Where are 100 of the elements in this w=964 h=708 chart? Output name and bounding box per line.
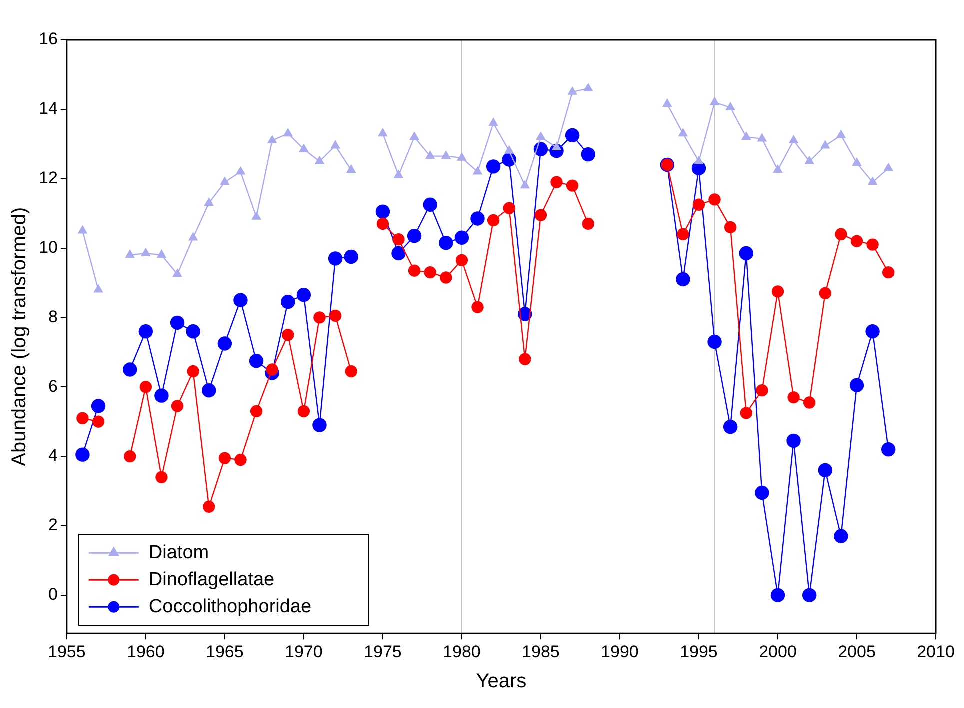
x-tick-label: 1960 bbox=[127, 642, 165, 662]
point bbox=[457, 152, 466, 161]
point bbox=[266, 364, 278, 376]
point bbox=[218, 452, 232, 464]
point bbox=[584, 84, 593, 92]
point bbox=[582, 218, 594, 230]
point bbox=[154, 388, 169, 403]
point bbox=[694, 156, 704, 164]
x-tick-label: 2010 bbox=[917, 642, 955, 662]
point bbox=[692, 198, 706, 211]
point bbox=[442, 151, 451, 160]
y-tick-label: 6 bbox=[48, 376, 58, 396]
point bbox=[708, 334, 722, 350]
point bbox=[94, 284, 104, 293]
point bbox=[835, 228, 848, 240]
point bbox=[282, 328, 294, 342]
point bbox=[78, 226, 88, 234]
y-tick-label: 12 bbox=[38, 168, 58, 188]
point bbox=[234, 454, 247, 466]
point bbox=[92, 416, 105, 428]
point bbox=[298, 405, 310, 418]
point bbox=[740, 407, 752, 420]
x-tick-label: 2005 bbox=[838, 642, 876, 662]
point bbox=[410, 132, 420, 140]
x-tick-label: 1955 bbox=[48, 642, 86, 662]
point bbox=[218, 336, 232, 351]
point bbox=[788, 391, 800, 404]
y-axis-title: Abundance (log transformed) bbox=[8, 207, 31, 466]
point bbox=[236, 166, 246, 175]
point bbox=[252, 212, 262, 220]
point bbox=[723, 420, 738, 434]
point bbox=[866, 324, 880, 339]
point bbox=[296, 288, 312, 302]
point bbox=[376, 218, 390, 230]
point bbox=[676, 272, 690, 287]
point bbox=[472, 301, 484, 314]
point bbox=[565, 128, 580, 143]
x-axis-title: Years bbox=[476, 670, 527, 693]
point bbox=[156, 471, 168, 484]
x-tick-label: 1980 bbox=[443, 642, 481, 662]
point bbox=[581, 147, 596, 162]
point bbox=[836, 130, 846, 138]
point bbox=[186, 324, 200, 339]
y-tick-label: 10 bbox=[38, 238, 58, 257]
point bbox=[758, 134, 767, 142]
point bbox=[802, 588, 817, 603]
point bbox=[803, 396, 816, 409]
point bbox=[331, 140, 340, 149]
point bbox=[772, 286, 784, 298]
point bbox=[454, 230, 470, 245]
point bbox=[314, 312, 326, 324]
point bbox=[344, 250, 358, 264]
point bbox=[786, 434, 801, 448]
point bbox=[220, 177, 230, 186]
point bbox=[566, 180, 579, 192]
y-tick-label: 4 bbox=[48, 446, 58, 466]
point bbox=[376, 204, 390, 219]
point bbox=[519, 353, 532, 366]
point bbox=[170, 316, 185, 330]
point bbox=[881, 442, 896, 457]
point bbox=[123, 362, 138, 377]
point bbox=[536, 132, 546, 140]
point bbox=[550, 176, 563, 188]
point bbox=[534, 209, 548, 222]
point bbox=[834, 529, 848, 544]
point bbox=[470, 212, 485, 226]
point bbox=[141, 248, 150, 256]
point bbox=[489, 118, 498, 126]
point bbox=[884, 163, 894, 172]
point bbox=[346, 165, 356, 174]
point bbox=[820, 140, 830, 149]
point bbox=[868, 177, 878, 186]
x-tick-label: 1965 bbox=[206, 642, 244, 662]
point bbox=[726, 102, 736, 111]
y-tick-label: 0 bbox=[48, 585, 58, 604]
x-tick-label: 1970 bbox=[285, 642, 323, 662]
point bbox=[250, 405, 263, 418]
point bbox=[789, 136, 798, 144]
point bbox=[426, 151, 435, 160]
point bbox=[378, 128, 388, 137]
point bbox=[770, 588, 786, 603]
point bbox=[520, 180, 530, 189]
point bbox=[756, 384, 768, 397]
point bbox=[312, 418, 327, 432]
point bbox=[662, 99, 672, 108]
point bbox=[439, 236, 454, 250]
point bbox=[268, 136, 277, 144]
point bbox=[818, 463, 832, 478]
point bbox=[187, 365, 200, 378]
point bbox=[407, 229, 422, 244]
point bbox=[850, 378, 864, 392]
point bbox=[408, 264, 421, 277]
point bbox=[850, 235, 864, 248]
point bbox=[204, 198, 214, 206]
point bbox=[299, 144, 308, 152]
point bbox=[710, 97, 720, 106]
point bbox=[486, 160, 501, 174]
point bbox=[805, 156, 814, 164]
point bbox=[392, 246, 406, 261]
point bbox=[708, 194, 721, 206]
